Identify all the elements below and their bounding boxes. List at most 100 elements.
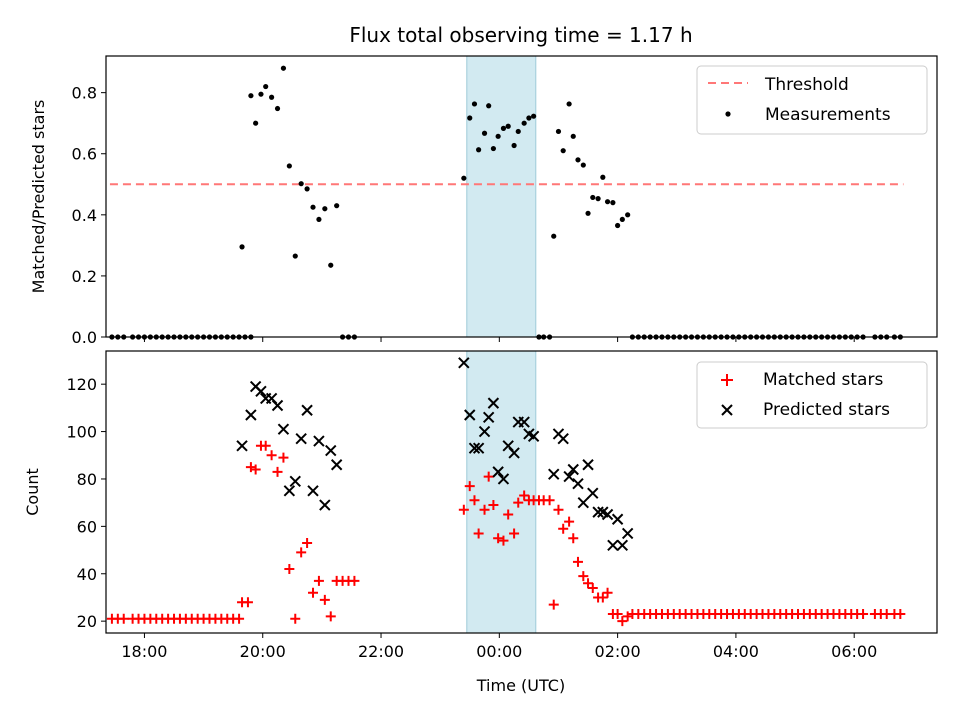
- matched-star-point: [349, 575, 360, 586]
- matched-star-point: [597, 592, 608, 603]
- predicted-star-point: [255, 385, 267, 397]
- predicted-star-point: [557, 432, 569, 445]
- predicted-star-point: [492, 466, 504, 478]
- measurement-point: [595, 196, 601, 202]
- matched-star-point: [895, 609, 906, 620]
- measurement-point: [310, 204, 316, 210]
- predicted-star-point: [277, 423, 290, 435]
- measurement-point: [280, 65, 287, 71]
- predicted-star-point: [295, 432, 307, 445]
- measurement-point: [511, 142, 517, 149]
- legend-matched-swatch: [721, 374, 733, 386]
- bottom-legend: Matched stars Predicted stars: [696, 361, 928, 429]
- predicted-star-point: [621, 527, 634, 540]
- bottom-panel: 20 40 60 80 100 120 18:00 20:00 22:00 00:00 02:00 0…: [23, 350, 938, 695]
- y-tick-label: 80: [77, 470, 97, 489]
- matched-star-point: [578, 571, 589, 582]
- measurement-point: [575, 157, 581, 163]
- predicted-star-point: [236, 440, 248, 452]
- measurement-point: [555, 128, 562, 135]
- measurement-point: [292, 253, 298, 259]
- measurement-point: [500, 125, 507, 131]
- top-y-axis-label: Matched/Predicted stars: [29, 100, 48, 294]
- matched-star-point: [266, 450, 277, 461]
- y-tick-label: 0.4: [72, 206, 97, 225]
- predicted-star-point: [325, 444, 337, 457]
- matched-star-point: [284, 564, 295, 575]
- matched-star-point: [612, 609, 623, 620]
- measurement-point: [619, 216, 625, 223]
- measurement-point: [467, 115, 473, 121]
- matched-star-point: [302, 537, 313, 548]
- predicted-star-point: [319, 499, 331, 511]
- measurement-point: [610, 200, 616, 206]
- matched-star-point: [458, 504, 469, 515]
- measurement-point: [316, 216, 322, 223]
- top-axis-ticks: 0.0 0.2 0.4 0.6 0.8: [72, 84, 855, 347]
- predicted-star-point: [601, 508, 614, 521]
- bottom-plot-marks: [106, 357, 906, 627]
- predicted-star-point: [487, 397, 500, 409]
- matched-star-point: [479, 504, 490, 515]
- legend-threshold-label: Threshold: [764, 75, 849, 95]
- measurement-point: [269, 94, 275, 100]
- measurement-point: [560, 148, 566, 154]
- matched-star-point: [513, 497, 524, 508]
- predicted-star-point: [567, 463, 579, 476]
- predicted-star-point: [611, 513, 624, 525]
- matched-star-point: [553, 504, 564, 515]
- predicted-star-point: [478, 425, 491, 438]
- predicted-star-point: [330, 459, 343, 471]
- x-axis-label: Time (UTC): [476, 676, 565, 695]
- measurement-point: [253, 120, 259, 126]
- predicted-star-point: [464, 409, 476, 421]
- predicted-star-point: [289, 475, 301, 488]
- top-legend: Threshold Measurements: [696, 65, 928, 135]
- measurement-point: [521, 120, 527, 126]
- y-tick-label: 120: [66, 375, 97, 394]
- y-tick-label: 100: [66, 423, 97, 442]
- matched-star-point: [473, 528, 484, 539]
- predicted-star-point: [582, 459, 594, 471]
- matched-star-point: [583, 578, 594, 589]
- measurement-point: [274, 105, 281, 112]
- measurement-point: [263, 83, 269, 90]
- y-tick-label: 20: [77, 612, 97, 631]
- matched-star-point: [245, 462, 256, 473]
- measurement-point: [505, 123, 511, 129]
- predicted-star-point: [616, 539, 629, 552]
- measurement-point: [481, 130, 488, 136]
- measurement-point: [334, 203, 340, 209]
- predicted-star-point: [518, 416, 530, 428]
- legend-matched-label: Matched stars: [763, 370, 883, 390]
- legend-predicted-swatch: [721, 404, 733, 416]
- y-tick-label: 0.6: [72, 145, 97, 164]
- x-tick-label: 02:00: [595, 642, 641, 661]
- measurement-point: [495, 133, 501, 139]
- measurement-point: [248, 93, 254, 99]
- measurement-point: [590, 194, 596, 201]
- measurement-point: [551, 233, 557, 239]
- y-tick-label: 40: [77, 565, 97, 584]
- matched-star-point: [464, 481, 475, 492]
- top-panel: 0.00.20.40.60.8 Matched/Predicted stars …: [29, 55, 938, 347]
- measurement-point: [490, 145, 497, 152]
- predicted-star-point: [607, 539, 619, 552]
- measurement-point: [298, 181, 304, 187]
- predicted-star-point: [508, 447, 520, 459]
- matched-star-point: [548, 599, 559, 610]
- predicted-star-point: [482, 411, 495, 424]
- predicted-star-point: [301, 404, 313, 416]
- matched-star-point: [250, 464, 261, 475]
- matched-star-point: [296, 547, 307, 558]
- measurement-point: [600, 174, 606, 180]
- matched-star-point: [558, 523, 569, 534]
- measurement-point: [486, 103, 492, 109]
- predicted-star-point: [245, 409, 257, 421]
- top-axes-frame: [105, 55, 938, 338]
- y-tick-label: 0.0: [72, 328, 97, 347]
- measurement-point: [585, 210, 591, 216]
- matched-star-point: [319, 594, 330, 605]
- measurement-point: [531, 113, 537, 119]
